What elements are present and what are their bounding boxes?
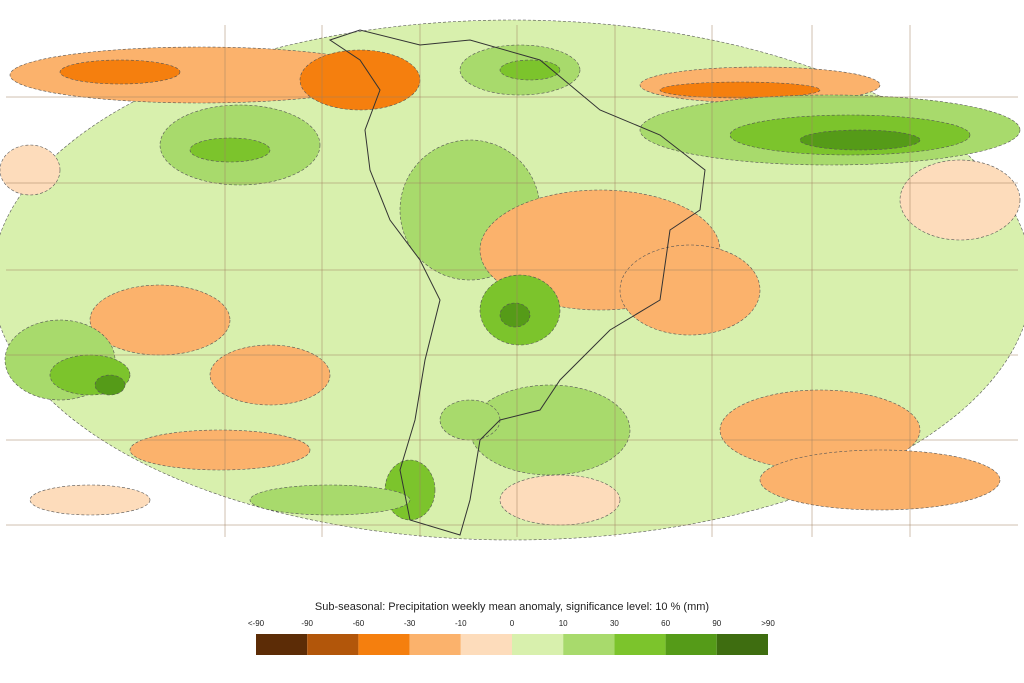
graticule [6,25,1018,537]
colorbar-swatch [307,634,359,655]
colorbar-label: 30 [610,619,619,628]
colorbar-label: <-90 [248,619,265,628]
anomaly-area [94,374,126,396]
colorbar-swatch [614,634,666,655]
anomaly-area [499,474,621,526]
anomaly-area [659,81,821,99]
anomaly-area [499,59,561,81]
anomaly-area [299,49,421,111]
anomaly-area [799,129,921,151]
anomaly-area [759,449,1001,511]
anomaly-area [439,399,501,441]
colorbar-label: -90 [301,619,313,628]
colorbar-swatch [512,634,564,655]
coastline [328,29,706,536]
colorbar-swatch [716,634,768,655]
colorbar-label: 0 [510,619,515,628]
colorbar-swatch [409,634,461,655]
anomaly-area [249,484,411,516]
colorbar-swatch [460,634,512,655]
colorbar-label: 60 [661,619,670,628]
colorbar-swatch [358,634,410,655]
colorbar-label: -30 [404,619,416,628]
colorbar: Sub-seasonal: Precipitation weekly mean … [248,601,775,655]
colorbar-swatch [256,634,308,655]
anomaly-area [0,144,61,196]
colorbar-title: Sub-seasonal: Precipitation weekly mean … [315,601,709,613]
colorbar-swatch [665,634,717,655]
anomaly-area [59,59,181,85]
anomaly-area [619,244,761,336]
anomaly-area [499,302,531,328]
colorbar-label: -10 [455,619,467,628]
anomaly-area [129,429,311,471]
anomaly-area [189,137,271,163]
colorbar-label: 10 [559,619,568,628]
anomaly-area [384,459,436,521]
map [0,19,1024,541]
colorbar-swatch [563,634,615,655]
anomaly-area [209,344,331,406]
colorbar-label: -60 [353,619,365,628]
colorbar-label: >90 [761,619,775,628]
colorbar-label: 90 [712,619,721,628]
anomaly-area [469,384,631,476]
anomaly-area [29,484,151,516]
anomaly-fields [0,19,1024,541]
anomaly-area [89,284,231,356]
anomaly-area [899,159,1021,241]
